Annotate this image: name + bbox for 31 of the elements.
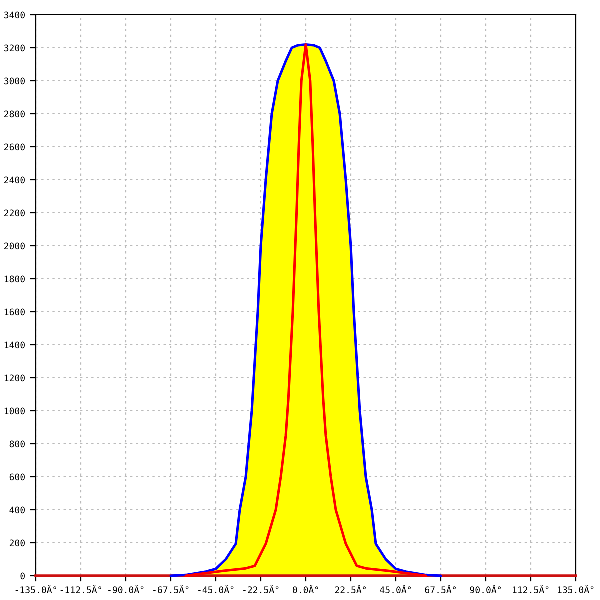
y-tick-label: 2400	[4, 176, 25, 184]
y-tick-label: 800	[10, 440, 25, 448]
x-tick-label: 112.5Â°	[513, 584, 549, 594]
x-tick-label: 67.5Â°	[425, 584, 456, 594]
y-tick-label: 1200	[4, 374, 25, 382]
y-tick-label: 1000	[4, 408, 25, 415]
y-tick-label: 0	[20, 572, 25, 580]
y-tick-label: 400	[10, 506, 25, 514]
y-tick-label: 1800	[4, 276, 25, 283]
y-tick-label: 1400	[4, 342, 25, 349]
x-tick-label: 22.5Â°	[335, 584, 366, 594]
y-tick-label: 2800	[4, 110, 25, 118]
y-tick-label: 3400	[4, 12, 25, 19]
x-tick-label: 90.0Â°	[470, 584, 501, 594]
x-tick-label: 45.0Â°	[380, 584, 411, 594]
y-tick-label: 2600	[4, 144, 25, 151]
y-tick-label: 3200	[4, 44, 25, 52]
y-tick-label: 2000	[4, 242, 25, 250]
x-tick-label: -67.5Â°	[154, 584, 189, 594]
y-tick-label: 3000	[4, 78, 25, 85]
y-tick-label: 600	[10, 474, 25, 481]
y-tick-label: 1600	[4, 308, 25, 316]
x-tick-label: -45.0Â°	[198, 584, 234, 594]
y-tick-label: 200	[10, 540, 25, 547]
x-tick-label: -22.5Â°	[244, 584, 279, 594]
x-tick-label: -135.0Â°	[16, 584, 56, 594]
y-tick-label: 2200	[4, 210, 25, 217]
x-tick-label: -90.0Â°	[108, 584, 144, 594]
x-tick-label: 0.0Â°	[293, 584, 318, 594]
x-tick-label: -112.5Â°	[60, 584, 102, 594]
x-tick-label: 135.0Â°	[558, 584, 594, 594]
